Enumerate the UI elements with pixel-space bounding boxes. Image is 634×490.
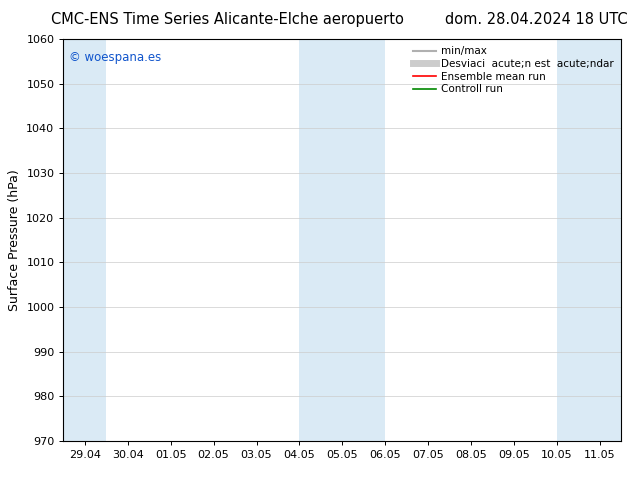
Text: CMC-ENS Time Series Alicante-Elche aeropuerto: CMC-ENS Time Series Alicante-Elche aerop… <box>51 12 404 27</box>
Bar <box>299 39 385 441</box>
Y-axis label: Surface Pressure (hPa): Surface Pressure (hPa) <box>8 169 21 311</box>
Text: dom. 28.04.2024 18 UTC: dom. 28.04.2024 18 UTC <box>445 12 628 27</box>
Bar <box>63 39 107 441</box>
Bar <box>557 39 621 441</box>
Legend: min/max, Desviaci  acute;n est  acute;ndar, Ensemble mean run, Controll run: min/max, Desviaci acute;n est acute;ndar… <box>411 45 616 97</box>
Text: © woespana.es: © woespana.es <box>69 51 161 64</box>
